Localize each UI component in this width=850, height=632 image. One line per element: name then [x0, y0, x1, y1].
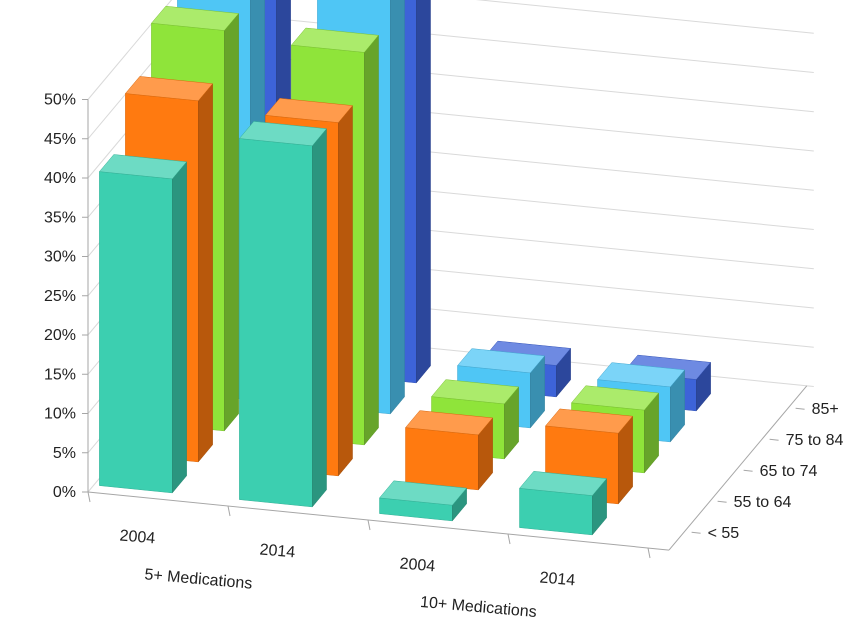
depth-tick-mark: [743, 469, 753, 472]
y-tick-label: 0%: [53, 484, 76, 501]
x-tick-mark: [87, 491, 91, 503]
x-tick-label: 2014: [539, 569, 576, 589]
y-tick-label: 25%: [44, 288, 76, 305]
bar: [98, 154, 188, 494]
y-tick-label: 10%: [44, 406, 76, 423]
y-tick-label: 45%: [44, 131, 76, 148]
x-tick-label: 2004: [399, 555, 436, 575]
x-tick-mark: [647, 547, 651, 559]
depth-axis-line: [668, 385, 808, 551]
y-tick-label: 40%: [44, 170, 76, 187]
bar: [519, 471, 608, 536]
bars: [98, 0, 712, 536]
x-tick-mark: [227, 505, 231, 517]
x-tick-label: 2014: [259, 541, 296, 561]
depth-tick-label: 55 to 64: [734, 494, 792, 511]
bar: [238, 121, 327, 508]
y-tick-label: 35%: [44, 209, 76, 226]
y-tick-label: 5%: [53, 445, 76, 462]
depth-tick-label: 85+: [812, 401, 839, 418]
depth-tick-mark: [717, 500, 727, 503]
depth-tick-label: 75 to 84: [786, 432, 844, 449]
depth-tick-mark: [769, 438, 779, 441]
gridline: [87, 0, 173, 100]
axes: [82, 99, 808, 559]
x-group-label: 10+ Medications: [419, 594, 537, 621]
depth-tick-mark: [795, 407, 805, 410]
x-tick-label: 2004: [119, 527, 156, 547]
x-group-label: 5+ Medications: [144, 566, 253, 592]
bar: [379, 480, 468, 522]
bar: [405, 410, 494, 491]
x-tick-mark: [507, 533, 511, 545]
x-tick-mark: [367, 519, 371, 531]
depth-tick-mark: [691, 531, 701, 534]
y-tick-label: 20%: [44, 327, 76, 344]
depth-tick-label: 65 to 74: [760, 463, 818, 480]
y-tick-label: 50%: [44, 92, 76, 109]
depth-tick-label: < 55: [708, 525, 740, 542]
x-axis-line: [87, 491, 670, 551]
y-tick-label: 15%: [44, 366, 76, 383]
y-tick-label: 30%: [44, 249, 76, 266]
